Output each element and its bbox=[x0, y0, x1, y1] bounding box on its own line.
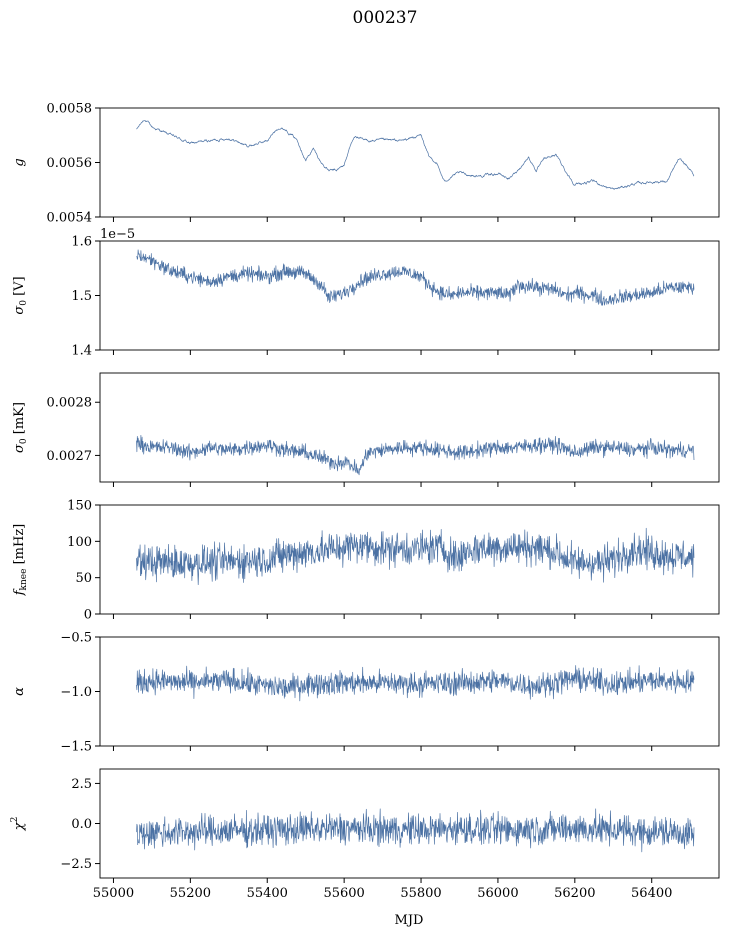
series-line-panel-3 bbox=[136, 434, 695, 476]
x-tick-label: 55000 bbox=[93, 886, 134, 901]
panel-4: 0 50 100 150 fknee [mHz] bbox=[12, 499, 720, 623]
y-axis-label: σ0 [mK] bbox=[12, 402, 29, 453]
x-tick-label: 55600 bbox=[323, 886, 364, 901]
y-axis-label: fknee [mHz] bbox=[12, 524, 29, 597]
x-tick-label: 56000 bbox=[477, 886, 518, 901]
panel-5: −1.5 −1.0 −0.5 α bbox=[12, 631, 720, 755]
axes-frame bbox=[99, 107, 720, 218]
y-tick-label: 100 bbox=[67, 535, 92, 550]
x-tick-label: 55200 bbox=[170, 886, 211, 901]
x-axis-label: MJD bbox=[395, 913, 424, 928]
axes-frame bbox=[99, 504, 720, 615]
y-tick-label: 1.6 bbox=[71, 235, 92, 250]
x-tick-label: 55400 bbox=[247, 886, 288, 901]
y-tick-label: 2.5 bbox=[71, 777, 92, 792]
y-tick-label: 50 bbox=[75, 571, 92, 586]
panel-1: 0.0054 0.0056 0.0058 g bbox=[12, 102, 720, 226]
y-tick-label: −0.5 bbox=[60, 631, 92, 646]
y-tick-label: 0 bbox=[84, 608, 92, 623]
axes-frame bbox=[99, 372, 720, 483]
figure-title: 000237 bbox=[353, 8, 418, 28]
y-axis-label: σ0 [V] bbox=[12, 276, 29, 314]
panel-3: 0.0027 0.0028 σ0 [mK] bbox=[12, 372, 720, 487]
y-tick-label: 150 bbox=[67, 499, 92, 514]
y-tick-label: 1.4 bbox=[71, 344, 92, 359]
axes-frame bbox=[99, 240, 720, 351]
y-axis-label: g bbox=[12, 158, 27, 166]
series-line-panel-5 bbox=[136, 665, 695, 702]
series-line-panel-4 bbox=[136, 527, 695, 586]
y-axis-label: χ2 bbox=[10, 817, 27, 832]
y-tick-label: 0.0 bbox=[71, 817, 92, 832]
y-tick-label: 0.0054 bbox=[47, 211, 93, 226]
y-tick-label: 0.0058 bbox=[47, 102, 93, 117]
axis-offset-text: 1e−5 bbox=[100, 227, 135, 242]
series-line-panel-2 bbox=[136, 249, 695, 306]
series-line-panel-1 bbox=[136, 120, 695, 190]
y-tick-label: 0.0027 bbox=[47, 449, 93, 464]
y-tick-label: 1.5 bbox=[71, 289, 92, 304]
y-axis-label: α bbox=[12, 687, 27, 696]
panel-6: −2.5 0.0 2.5 55000 55200 55400 55600 55800 56000… bbox=[10, 768, 720, 901]
y-tick-label: 0.0028 bbox=[47, 396, 93, 411]
series-line-panel-6 bbox=[136, 808, 695, 853]
x-tick-label: 56400 bbox=[631, 886, 672, 901]
y-tick-label: 0.0056 bbox=[47, 156, 93, 171]
y-tick-label: −2.5 bbox=[60, 857, 92, 872]
y-tick-label: −1.5 bbox=[60, 740, 92, 755]
x-tick-label: 55800 bbox=[400, 886, 441, 901]
x-tick-label: 56200 bbox=[554, 886, 595, 901]
panel-2: 1.4 1.5 1.6 σ0 [V] 1e−5 bbox=[12, 227, 720, 359]
y-tick-label: −1.0 bbox=[60, 685, 92, 700]
